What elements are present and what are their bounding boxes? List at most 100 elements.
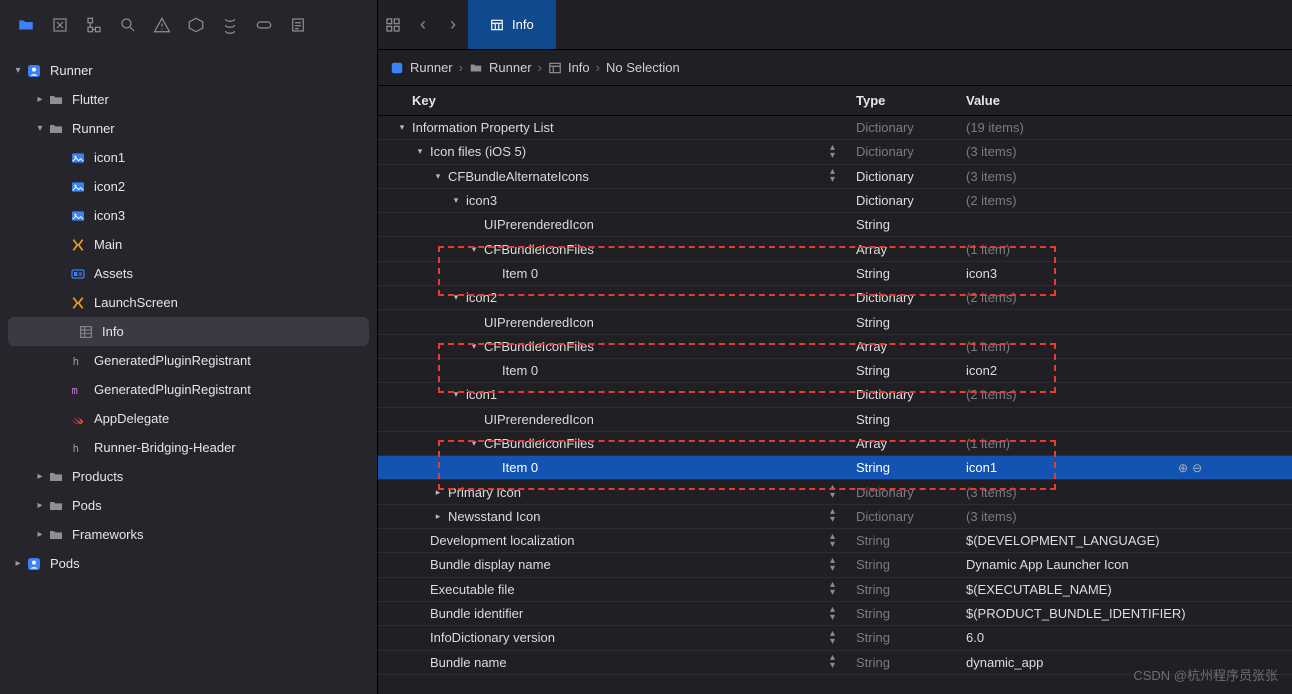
tree-row-pods[interactable]: ▸Pods — [0, 549, 377, 578]
key-stepper-icon[interactable]: ▴▾ — [830, 630, 835, 646]
disclosure-icon[interactable]: ▾ — [396, 122, 408, 133]
disclosure-icon[interactable]: ▾ — [468, 341, 480, 352]
tree-row-icon2[interactable]: icon2 — [0, 172, 377, 201]
disclosure-icon[interactable]: ▸ — [34, 94, 46, 105]
tree-row-info[interactable]: Info — [8, 317, 369, 346]
tree-row-icon3[interactable]: icon3 — [0, 201, 377, 230]
plist-value[interactable]: (2 items) — [966, 387, 1292, 402]
key-stepper-icon[interactable]: ▴▾ — [830, 581, 835, 597]
plist-row[interactable]: UIPrerenderedIconString — [378, 408, 1292, 432]
tree-row-appdelegate[interactable]: AppDelegate — [0, 404, 377, 433]
symbol-nav-icon[interactable] — [84, 15, 104, 35]
report-nav-icon[interactable] — [288, 15, 308, 35]
plist-row[interactable]: Item 0Stringicon2 — [378, 359, 1292, 383]
plist-value[interactable]: icon3 — [966, 266, 1292, 281]
disclosure-icon[interactable]: ▾ — [432, 171, 444, 182]
disclosure-icon[interactable]: ▾ — [12, 65, 24, 76]
plist-row[interactable]: ▾ icon2Dictionary(2 items) — [378, 286, 1292, 310]
key-stepper-icon[interactable]: ▴▾ — [830, 144, 835, 160]
plist-row[interactable]: ▾ icon1Dictionary(2 items) — [378, 383, 1292, 407]
plist-row[interactable]: ▸ Newsstand IconDictionary(3 items)▴▾ — [378, 505, 1292, 529]
column-type[interactable]: Type — [856, 93, 966, 108]
nav-back-icon[interactable]: ‹ — [408, 0, 438, 49]
nav-forward-icon[interactable]: › — [438, 0, 468, 49]
plist-row[interactable]: Bundle display nameStringDynamic App Lau… — [378, 553, 1292, 577]
disclosure-icon[interactable]: ▸ — [34, 471, 46, 482]
plist-editor[interactable]: ▾ Information Property ListDictionary(19… — [378, 116, 1292, 694]
folder-nav-icon[interactable] — [16, 15, 36, 35]
plist-value[interactable]: $(DEVELOPMENT_LANGUAGE) — [966, 533, 1292, 548]
breadcrumb-item[interactable]: Runner — [489, 60, 532, 75]
debug-nav-icon[interactable] — [220, 15, 240, 35]
tree-row-flutter[interactable]: ▸Flutter — [0, 85, 377, 114]
tree-row-generatedpluginregistrant[interactable]: hGeneratedPluginRegistrant — [0, 346, 377, 375]
plist-row[interactable]: ▾ Icon files (iOS 5)Dictionary(3 items)▴… — [378, 140, 1292, 164]
tree-row-runner[interactable]: ▾Runner — [0, 114, 377, 143]
key-stepper-icon[interactable]: ▴▾ — [830, 606, 835, 622]
plist-value[interactable]: (3 items) — [966, 509, 1292, 524]
plist-value[interactable]: (2 items) — [966, 290, 1292, 305]
key-stepper-icon[interactable]: ▴▾ — [830, 557, 835, 573]
plist-value[interactable]: (2 items) — [966, 193, 1292, 208]
disclosure-icon[interactable]: ▸ — [34, 529, 46, 540]
plist-value[interactable]: Dynamic App Launcher Icon — [966, 557, 1292, 572]
plist-row[interactable]: ▾ Information Property ListDictionary(19… — [378, 116, 1292, 140]
plist-value[interactable]: (1 item) — [966, 339, 1292, 354]
disclosure-icon[interactable]: ▾ — [450, 389, 462, 400]
plist-row[interactable]: Development localizationString$(DEVELOPM… — [378, 529, 1292, 553]
tree-row-generatedpluginregistrant[interactable]: mGeneratedPluginRegistrant — [0, 375, 377, 404]
plist-row[interactable]: Item 0Stringicon3 — [378, 262, 1292, 286]
plist-row[interactable]: ▾ CFBundleIconFilesArray(1 item) — [378, 237, 1292, 261]
related-items-icon[interactable] — [378, 0, 408, 49]
disclosure-icon[interactable]: ▾ — [34, 123, 46, 134]
issue-nav-icon[interactable] — [152, 15, 172, 35]
tree-row-assets[interactable]: Assets — [0, 259, 377, 288]
plist-row[interactable]: ▾ icon3Dictionary(2 items) — [378, 189, 1292, 213]
column-value[interactable]: Value — [966, 93, 1292, 108]
disclosure-icon[interactable]: ▾ — [468, 438, 480, 449]
plist-value[interactable]: (3 items) — [966, 169, 1292, 184]
disclosure-icon[interactable]: ▸ — [12, 558, 24, 569]
plist-value[interactable]: icon2 — [966, 363, 1292, 378]
breakpoint-nav-icon[interactable] — [254, 15, 274, 35]
project-tree[interactable]: ▾Runner▸Flutter▾Runnericon1icon2icon3Mai… — [0, 50, 377, 694]
breadcrumb-item[interactable]: No Selection — [606, 60, 680, 75]
disclosure-icon[interactable]: ▾ — [450, 195, 462, 206]
test-nav-icon[interactable] — [186, 15, 206, 35]
key-stepper-icon[interactable]: ▴▾ — [830, 168, 835, 184]
plist-value[interactable]: (19 items) — [966, 120, 1292, 135]
plist-row[interactable]: ▾ CFBundleIconFilesArray(1 item) — [378, 335, 1292, 359]
disclosure-icon[interactable]: ▸ — [34, 500, 46, 511]
plist-row[interactable]: InfoDictionary versionString6.0▴▾ — [378, 626, 1292, 650]
tree-row-launchscreen[interactable]: LaunchScreen — [0, 288, 377, 317]
key-stepper-icon[interactable]: ▴▾ — [830, 484, 835, 500]
tree-row-runner[interactable]: ▾Runner — [0, 56, 377, 85]
disclosure-icon[interactable]: ▾ — [414, 146, 426, 157]
source-control-icon[interactable] — [50, 15, 70, 35]
breadcrumb-item[interactable]: Info — [568, 60, 590, 75]
disclosure-icon[interactable]: ▾ — [468, 244, 480, 255]
plist-row[interactable]: UIPrerenderedIconString — [378, 310, 1292, 334]
tree-row-runner-bridging-header[interactable]: hRunner-Bridging-Header — [0, 433, 377, 462]
plist-value[interactable]: (3 items) — [966, 144, 1292, 159]
tree-row-main[interactable]: Main — [0, 230, 377, 259]
add-remove-icon[interactable]: ⊕⊖ — [1178, 461, 1202, 475]
tab-info[interactable]: Info — [468, 0, 556, 49]
plist-row[interactable]: Item 0Stringicon1▴▾⊕⊖ — [378, 456, 1292, 480]
plist-value[interactable]: (1 item) — [966, 242, 1292, 257]
plist-value[interactable]: (1 item) — [966, 436, 1292, 451]
key-stepper-icon[interactable]: ▴▾ — [830, 654, 835, 670]
plist-value[interactable]: $(EXECUTABLE_NAME) — [966, 582, 1292, 597]
key-stepper-icon[interactable]: ▴▾ — [830, 533, 835, 549]
tree-row-products[interactable]: ▸Products — [0, 462, 377, 491]
jump-bar[interactable]: Runner › Runner › Info › No Selection — [378, 50, 1292, 86]
plist-value[interactable]: (3 items) — [966, 485, 1292, 500]
plist-row[interactable]: Bundle identifierString$(PRODUCT_BUNDLE_… — [378, 602, 1292, 626]
plist-value[interactable]: 6.0 — [966, 630, 1292, 645]
plist-row[interactable]: ▾ CFBundleIconFilesArray(1 item) — [378, 432, 1292, 456]
plist-value[interactable]: icon1 — [966, 460, 1292, 475]
key-stepper-icon[interactable]: ▴▾ — [830, 508, 835, 524]
disclosure-icon[interactable]: ▸ — [432, 511, 444, 522]
disclosure-icon[interactable]: ▾ — [450, 292, 462, 303]
plist-row[interactable]: Executable fileString$(EXECUTABLE_NAME)▴… — [378, 578, 1292, 602]
